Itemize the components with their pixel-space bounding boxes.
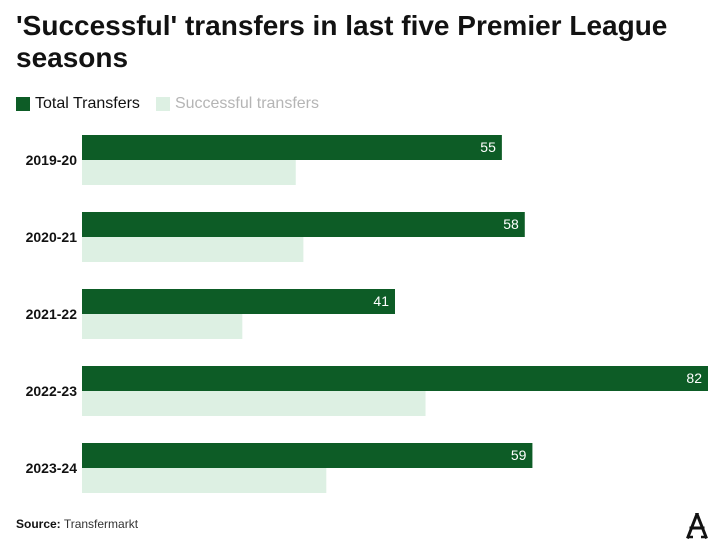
- category-label-2022-23: 2022-23: [26, 383, 78, 399]
- bar-total-2021-22: [82, 289, 395, 314]
- legend: Total Transfers Successful transfers: [16, 94, 335, 114]
- value-label-total-2022-23: 82: [686, 370, 702, 386]
- legend-label-successful: Successful transfers: [174, 95, 319, 112]
- bar-total-2022-23: [82, 366, 708, 391]
- source-label: Source:: [16, 517, 61, 531]
- legend-swatch-successful: [155, 97, 170, 111]
- bar-successful-2020-21: [82, 237, 304, 262]
- bar-successful-2023-24: [82, 468, 327, 493]
- value-label-total-2019-20: 55: [480, 139, 496, 155]
- value-label-total-2023-24: 59: [511, 447, 527, 463]
- bar-total-2019-20: [82, 135, 502, 160]
- bar-total-2020-21: [82, 212, 525, 237]
- the-athletic-logo-icon: [686, 513, 708, 539]
- legend-label-total: Total Transfers: [35, 95, 140, 112]
- legend-item-total: Total Transfers: [16, 95, 140, 113]
- bar-successful-2021-22: [82, 314, 243, 339]
- source-note: Source: Transfermarkt: [16, 517, 138, 531]
- value-label-total-2021-22: 41: [373, 293, 389, 309]
- bar-total-2023-24: [82, 443, 533, 468]
- legend-swatch-total: [16, 97, 30, 111]
- bar-successful-2019-20: [82, 160, 296, 185]
- chart-title: 'Successful' transfers in last five Prem…: [16, 10, 668, 73]
- category-label-2020-21: 2020-21: [26, 229, 78, 245]
- category-label-2021-22: 2021-22: [26, 306, 78, 322]
- category-label-2019-20: 2019-20: [26, 152, 78, 168]
- category-label-2023-24: 2023-24: [26, 460, 78, 476]
- source-text: Transfermarkt: [63, 517, 139, 531]
- value-label-total-2020-21: 58: [503, 216, 519, 232]
- legend-item-successful: Successful transfers: [155, 95, 319, 113]
- bar-successful-2022-23: [82, 391, 426, 416]
